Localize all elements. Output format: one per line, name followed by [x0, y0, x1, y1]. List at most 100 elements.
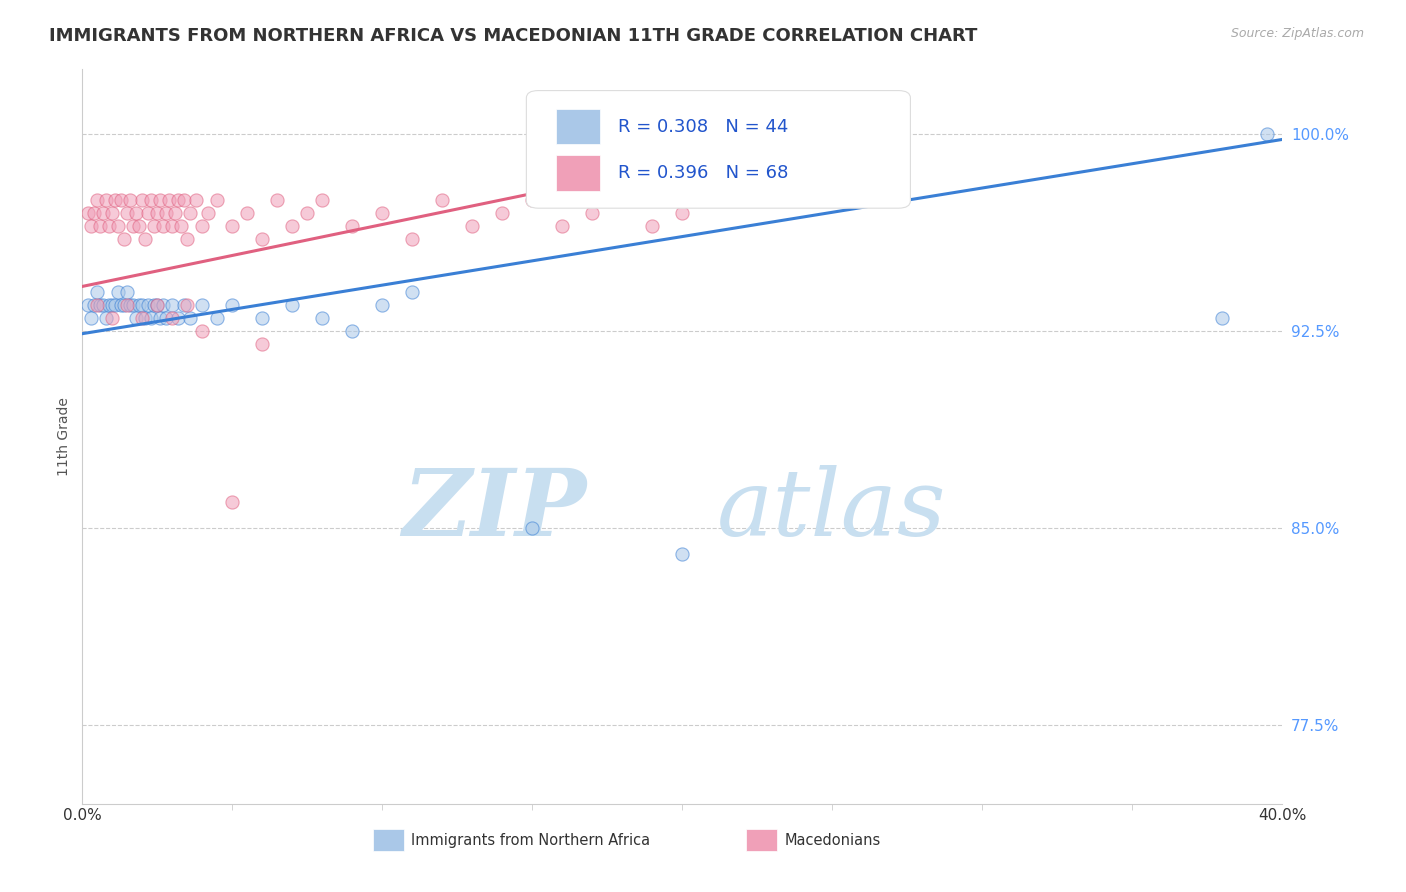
Point [191, 219, 214, 233]
Point [165, 206, 187, 220]
Point [152, 298, 174, 312]
Point [136, 206, 159, 220]
Point [98, 219, 121, 233]
Point [89, 219, 111, 233]
Point [157, 193, 180, 207]
Point [117, 298, 139, 312]
Point [128, 219, 150, 233]
Text: R = 0.396   N = 68: R = 0.396 N = 68 [617, 164, 787, 182]
Point [671, 547, 693, 561]
Point [1256, 127, 1278, 141]
Point [98, 298, 121, 312]
Point [83, 206, 105, 220]
Point [112, 298, 135, 312]
Point [131, 310, 153, 325]
Point [1211, 310, 1233, 325]
Point [176, 232, 198, 246]
Point [221, 219, 243, 233]
Point [96, 310, 118, 325]
Y-axis label: 11th Grade: 11th Grade [58, 397, 72, 475]
Bar [557, 109, 599, 145]
Point [641, 219, 664, 233]
Point [155, 206, 177, 220]
Point [252, 232, 274, 246]
Point [522, 521, 544, 535]
Point [120, 298, 142, 312]
Point [101, 310, 124, 325]
Point [162, 310, 184, 325]
Point [173, 193, 195, 207]
Point [110, 193, 132, 207]
Point [207, 310, 229, 325]
Point [186, 193, 208, 207]
Point [149, 310, 172, 325]
Point [96, 193, 118, 207]
Point [266, 193, 288, 207]
Point [86, 193, 108, 207]
Point [149, 193, 172, 207]
Text: atlas: atlas [717, 465, 946, 555]
Point [146, 298, 169, 312]
Point [146, 298, 169, 312]
Point [143, 298, 166, 312]
Point [581, 206, 603, 220]
Point [128, 298, 150, 312]
Point [86, 298, 108, 312]
Point [401, 285, 423, 299]
Point [401, 232, 423, 246]
Point [122, 219, 145, 233]
Point [522, 193, 544, 207]
Point [311, 310, 333, 325]
Point [120, 193, 142, 207]
Point [191, 298, 214, 312]
Point [80, 219, 103, 233]
Point [77, 206, 100, 220]
Text: Immigrants from Northern Africa: Immigrants from Northern Africa [411, 833, 650, 847]
Point [221, 494, 243, 508]
Point [167, 310, 190, 325]
Point [86, 285, 108, 299]
Point [162, 298, 184, 312]
Point [167, 193, 190, 207]
Point [89, 298, 111, 312]
FancyBboxPatch shape [526, 91, 911, 208]
Text: Macedonians: Macedonians [785, 833, 882, 847]
Point [371, 298, 394, 312]
Point [146, 206, 169, 220]
Point [134, 232, 156, 246]
Point [80, 310, 103, 325]
Point [491, 206, 513, 220]
Point [173, 298, 195, 312]
Point [461, 219, 484, 233]
Point [125, 206, 148, 220]
Point [197, 206, 219, 220]
Text: IMMIGRANTS FROM NORTHERN AFRICA VS MACEDONIAN 11TH GRADE CORRELATION CHART: IMMIGRANTS FROM NORTHERN AFRICA VS MACED… [49, 27, 977, 45]
Point [112, 232, 135, 246]
Point [342, 324, 364, 338]
Point [117, 206, 139, 220]
Point [162, 219, 184, 233]
Point [91, 206, 114, 220]
Point [612, 193, 634, 207]
Point [131, 193, 153, 207]
Point [131, 298, 153, 312]
Point [152, 219, 174, 233]
Point [342, 219, 364, 233]
Point [141, 193, 163, 207]
Point [311, 193, 333, 207]
Text: ZIP: ZIP [402, 465, 586, 555]
Point [281, 298, 304, 312]
Point [281, 219, 304, 233]
Point [125, 310, 148, 325]
Point [143, 219, 166, 233]
Point [122, 298, 145, 312]
Point [221, 298, 243, 312]
Point [176, 298, 198, 312]
Point [432, 193, 454, 207]
Point [107, 219, 129, 233]
Point [551, 219, 574, 233]
Point [252, 337, 274, 351]
Point [110, 298, 132, 312]
Point [117, 285, 139, 299]
Point [297, 206, 319, 220]
